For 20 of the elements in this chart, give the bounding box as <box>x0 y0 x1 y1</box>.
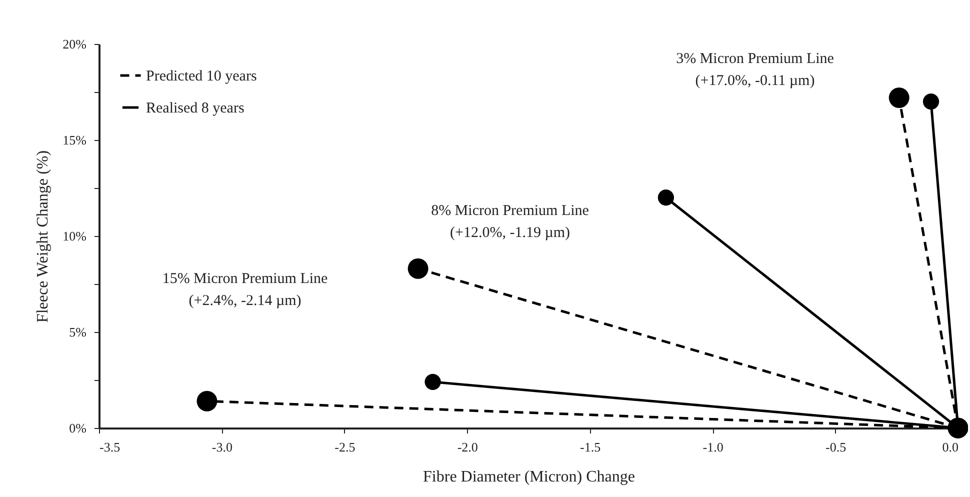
y-tick-label: 15% <box>62 132 87 148</box>
y-tick-label: 0% <box>69 420 87 436</box>
y-tick-label: 20% <box>62 36 87 52</box>
legend-label: Realised 8 years <box>146 100 244 116</box>
x-tick-label: -1.5 <box>580 440 601 454</box>
x-tick-label: -3.5 <box>100 440 120 454</box>
annotation: 8% Micron Premium Line (+12.0%, -1.19 µm) <box>431 203 590 241</box>
x-tick-label: -0.5 <box>825 440 846 454</box>
legend-label: Predicted 10 years <box>146 68 257 84</box>
x-tick-label: 0.0 <box>942 440 958 454</box>
annotation: 15% Micron Premium Line (+2.4%, -2.14 µm) <box>162 271 328 309</box>
x-tick-label: -2.5 <box>334 440 356 454</box>
x-tick-label: -3.0 <box>212 440 233 454</box>
y-tick-label: 10% <box>62 228 87 244</box>
x-axis-title: Fibre Diameter (Micron) Change <box>423 468 635 486</box>
x-tick-label: -2.0 <box>457 440 478 454</box>
annotation: 3% Micron Premium Line (+17.0%, -0.11 µm) <box>676 51 834 89</box>
y-tick-label: 5% <box>69 324 87 340</box>
y-axis-title: Fleece Weight Change (%) <box>34 150 52 323</box>
x-tick-label: -1.0 <box>702 440 724 454</box>
